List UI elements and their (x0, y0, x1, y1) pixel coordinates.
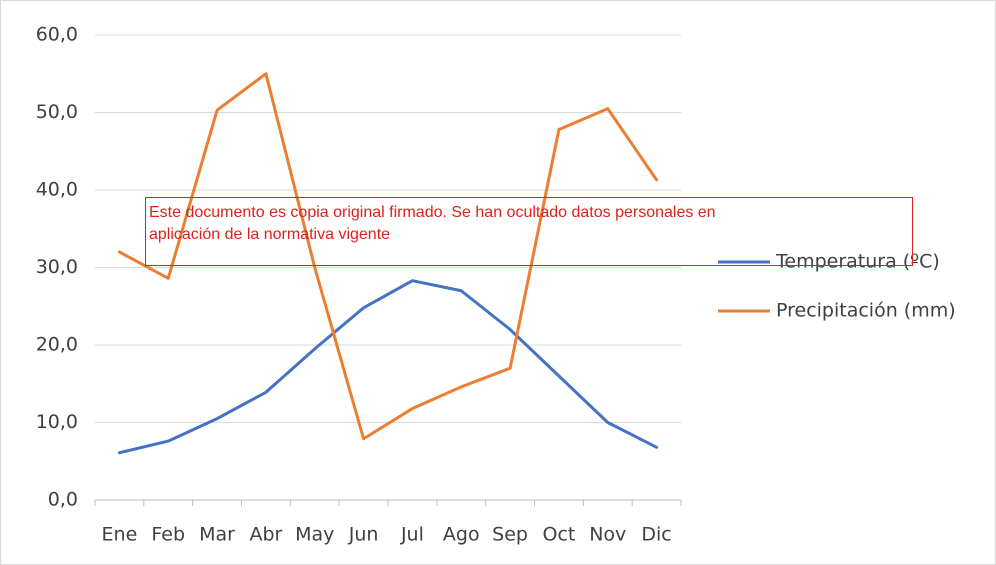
x-tick-label: Jul (400, 524, 424, 546)
series-line (117, 72, 659, 441)
y-tick-label: 50,0 (36, 101, 78, 123)
x-tick-label: May (295, 524, 334, 546)
x-tick-label: Ago (443, 524, 480, 546)
x-tick-label: Abr (249, 524, 282, 546)
annotation-text: aplicación de la normativa vigente (149, 226, 390, 243)
x-tick-label: Mar (199, 524, 235, 546)
y-tick-label: 20,0 (36, 334, 78, 356)
annotation-box (145, 197, 913, 266)
y-tick-label: 30,0 (36, 256, 78, 278)
x-tick-label: Jun (348, 524, 379, 546)
x-tick-label: Dic (641, 524, 671, 546)
y-tick-label: 40,0 (36, 179, 78, 201)
x-tick-label: Ene (102, 524, 138, 546)
x-tick-label: Nov (589, 524, 626, 546)
y-tick-label: 10,0 (36, 411, 78, 433)
x-tick-label: Oct (542, 524, 575, 546)
x-tick-label: Sep (492, 524, 528, 546)
y-tick-label: 0,0 (48, 489, 78, 511)
legend-label: Temperatura (ºC) (775, 251, 940, 273)
legend-label: Precipitación (mm) (776, 300, 956, 322)
x-tick-label: Feb (151, 524, 185, 546)
annotation-text: Este documento es copia original firmado… (149, 204, 716, 221)
series-line (117, 279, 659, 455)
y-tick-label: 60,0 (36, 24, 78, 46)
